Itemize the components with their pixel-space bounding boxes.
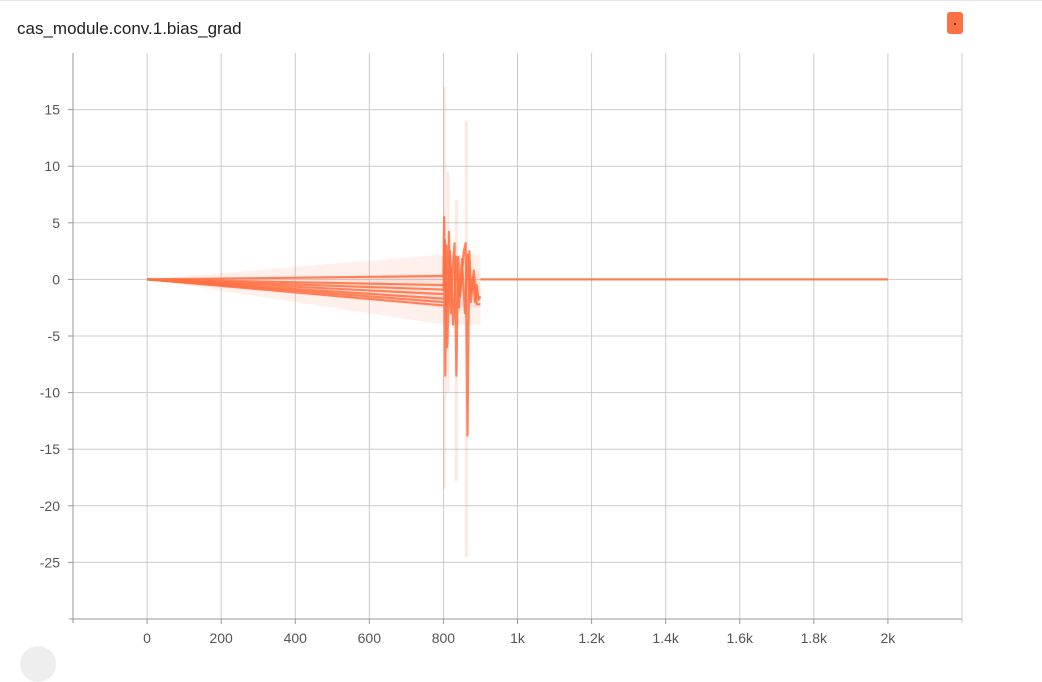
- x-tick-label-10: 2k: [881, 630, 897, 646]
- chart-axes: [68, 53, 963, 624]
- series-line-8: [442, 238, 481, 349]
- x-tick-label-2: 400: [284, 630, 308, 646]
- y-tick-label-2: 5: [52, 215, 60, 231]
- chart-bands: [147, 86, 481, 557]
- x-tick-label-9: 1.8k: [801, 630, 828, 646]
- y-tick-label-1: 10: [44, 158, 60, 174]
- corner-button[interactable]: [20, 646, 56, 682]
- x-tick-label-8: 1.6k: [727, 630, 754, 646]
- series-line-0: [147, 274, 444, 281]
- x-tick-label-1: 200: [209, 630, 233, 646]
- chart-lines: [146, 216, 888, 437]
- chart-title: cas_module.conv.1.bias_grad: [17, 19, 242, 38]
- chart-plot[interactable]: 0 200 400 600 800 1k 1.2k 1.4k 1.6k 1.8k 2k 15 10 5 0 -…: [0, 0, 1042, 653]
- y-tick-label-6: -15: [40, 441, 60, 457]
- series-color-swatch-icon[interactable]: [947, 12, 963, 34]
- x-tick-label-6: 1.2k: [578, 630, 605, 646]
- y-tick-label-3: 0: [52, 271, 60, 287]
- top-divider: [0, 0, 1042, 1]
- x-tick-label-5: 1k: [510, 630, 526, 646]
- chart-tick-labels: 0 200 400 600 800 1k 1.2k 1.4k 1.6k 1.8k 2k 15 10 5 0 -…: [40, 102, 897, 646]
- series-line-6: [146, 278, 444, 307]
- y-tick-label-4: -5: [48, 328, 61, 344]
- x-tick-label-7: 1.4k: [652, 630, 679, 646]
- x-tick-label-0: 0: [143, 630, 151, 646]
- y-tick-label-7: -20: [40, 498, 60, 514]
- x-tick-label-3: 600: [358, 630, 382, 646]
- y-tick-label-5: -10: [40, 385, 60, 401]
- swatch-dot: [954, 23, 956, 25]
- x-tick-label-4: 800: [432, 630, 456, 646]
- chart-grid: [73, 53, 962, 619]
- y-tick-label-8: -25: [40, 554, 60, 570]
- y-tick-label-0: 15: [44, 102, 60, 118]
